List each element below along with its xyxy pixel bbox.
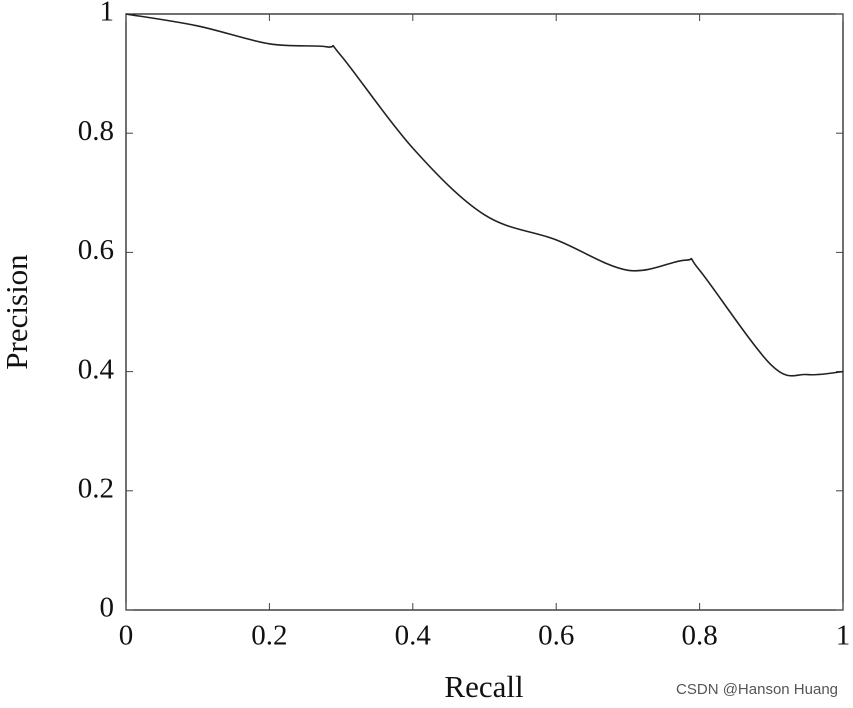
x-tick-label: 1	[836, 620, 851, 652]
y-axis-label: Precision	[0, 254, 34, 370]
y-tick-label: 0	[100, 592, 115, 624]
x-axis-label: Recall	[444, 669, 523, 704]
x-tick-label: 0.4	[395, 620, 432, 652]
y-tick-label: 0.4	[78, 353, 115, 385]
x-tick-label: 0	[119, 620, 134, 652]
x-tick-label: 0.6	[538, 620, 574, 652]
y-tick-label: 0.8	[78, 115, 114, 147]
y-tick-label: 0.6	[78, 234, 114, 266]
y-tick-label: 0.2	[78, 472, 114, 504]
watermark: CSDN @Hanson Huang	[676, 681, 838, 698]
plot-frame	[125, 13, 844, 611]
line-series	[125, 13, 844, 377]
x-tick-label: 0.8	[681, 620, 717, 652]
y-tick-label: 1	[100, 0, 115, 28]
x-tick-label: 0.2	[251, 620, 287, 652]
